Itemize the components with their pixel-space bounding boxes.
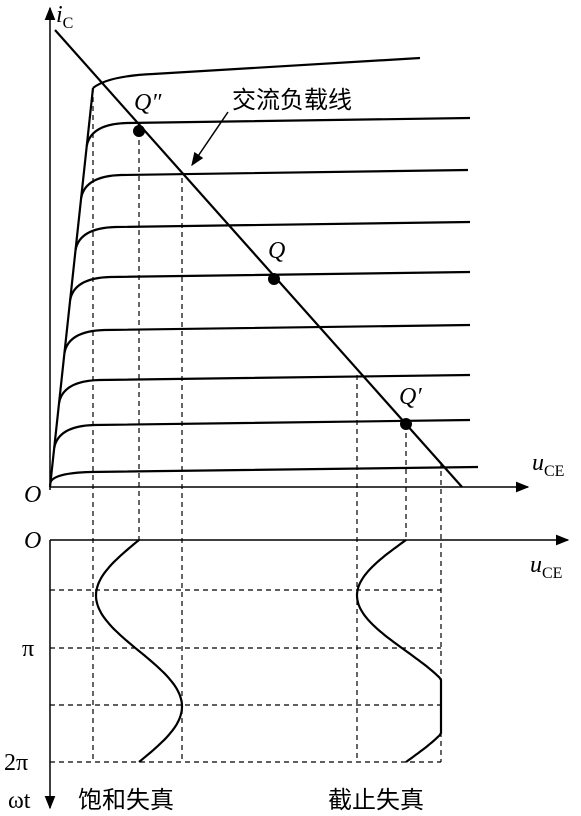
time-tick-label: 2π [4,750,28,776]
characteristic-curve [80,168,469,199]
caption: 饱和失真 [78,786,174,814]
characteristic-curve [74,220,471,251]
x-axis-label: uCE [532,450,564,480]
q-point [133,125,145,137]
characteristic-curve [57,373,471,404]
load-line-label: 交流负载线 [232,86,352,114]
origin-label: O [24,482,41,508]
waveform [355,539,443,763]
characteristic-curve [85,116,471,147]
characteristic-curve [53,418,471,449]
label-sub: CE [542,565,562,582]
label-sub: C [63,15,74,32]
y-axis-label: iC [56,2,73,32]
caption: 截止失真 [328,786,424,814]
characteristic-curve [49,465,479,483]
waveform [94,539,184,763]
q-point [268,273,280,285]
point-label: Q″ [134,90,162,116]
label-main: u [532,450,544,476]
load-line [54,29,463,488]
point-label: Q [268,238,285,264]
characteristic-curve [92,56,421,89]
characteristic-curve [63,323,471,354]
point-label: Q′ [399,384,422,410]
x-axis-label: uCE [530,552,562,582]
label-arrow [191,111,229,167]
time-tick-label: π [22,636,34,662]
saturation-edge [48,87,95,488]
label-sub: CE [544,463,564,480]
origin-label: O [24,528,41,554]
label-main: u [530,552,542,578]
layer: iC O uCE Q″ Q Q′ 交流负载线 O uCE π 2π ωt 饱和失… [4,2,570,814]
characteristic-curve [69,270,471,301]
time-axis-label: ωt [8,788,31,814]
label-main: i [56,2,63,28]
